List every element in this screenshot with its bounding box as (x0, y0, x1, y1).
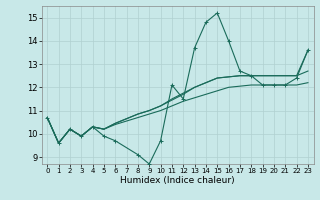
X-axis label: Humidex (Indice chaleur): Humidex (Indice chaleur) (120, 176, 235, 185)
